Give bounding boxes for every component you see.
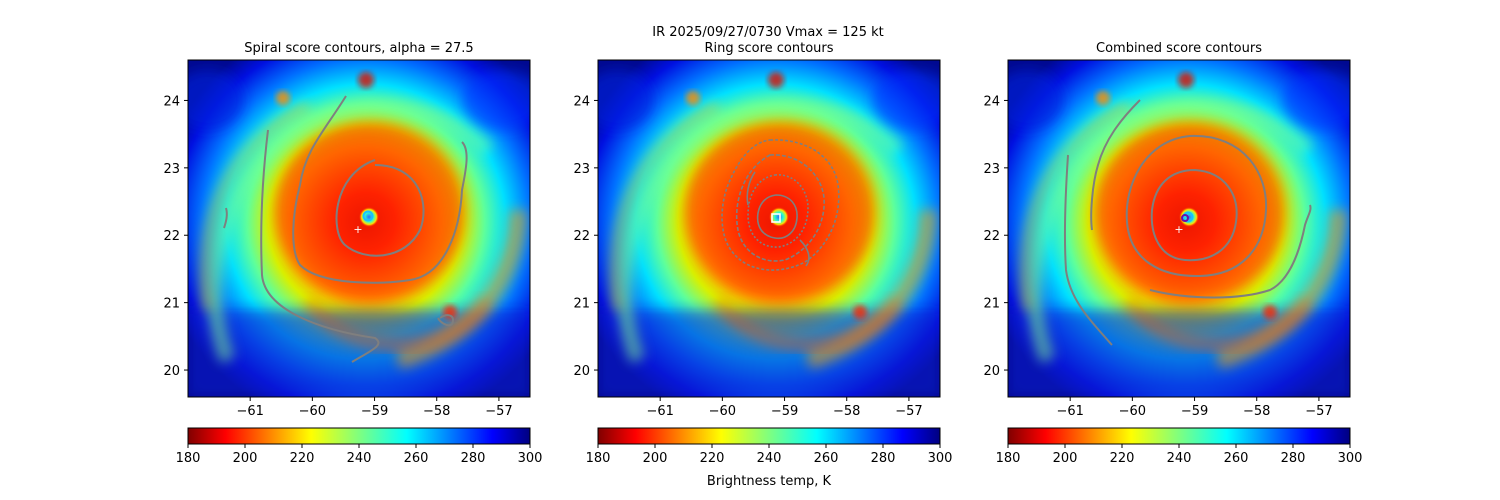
colorbar — [187, 427, 531, 445]
x-tick-label: −61 — [646, 404, 673, 419]
contour-line — [1150, 168, 1238, 262]
y-tick-label: 24 — [983, 94, 1000, 109]
x-tick-label: −61 — [1056, 404, 1083, 419]
colorbar-tick-label: 300 — [518, 451, 543, 466]
axis-ticks: −61 −60 −59 −58 −57 20 21 22 23 24 — [163, 94, 512, 419]
x-tick-label: −58 — [423, 404, 450, 419]
x-tick-label: −60 — [1119, 404, 1146, 419]
contour-line — [1125, 134, 1268, 278]
colorbar — [1007, 427, 1351, 445]
figure-title: IR 2025/09/27/0730 Vmax = 125 kt — [652, 25, 883, 40]
x-tick-label: −58 — [1243, 404, 1270, 419]
colorbar-tick-label: 240 — [1167, 451, 1192, 466]
axes-frame — [1007, 59, 1351, 398]
y-tick-label: 24 — [163, 94, 180, 109]
contour-line — [1063, 154, 1113, 346]
panel-title: Spiral score contours, alpha = 27.5 — [244, 41, 473, 56]
colorbar-tick-label: 220 — [1110, 451, 1135, 466]
panel-title: Combined score contours — [1096, 41, 1262, 56]
x-tick-label: −59 — [771, 404, 798, 419]
y-tick-label: 24 — [573, 94, 590, 109]
y-tick-label: 22 — [163, 229, 180, 244]
colorbar-tick-label: 200 — [1053, 451, 1078, 466]
contour-line — [292, 95, 468, 284]
contour-line — [223, 207, 228, 229]
contour-line — [735, 154, 825, 262]
contour-line — [437, 314, 454, 327]
colorbar-ticks: 180 200 220 240 260 280 300 — [176, 444, 543, 466]
y-tick-label: 21 — [163, 297, 180, 312]
ir-image — [583, 60, 953, 397]
colorbar-tick-label: 260 — [1224, 451, 1249, 466]
colorbar-ticks: 180 200 220 240 260 280 300 — [996, 444, 1363, 466]
colorbar-tick-label: 220 — [700, 451, 725, 466]
colorbar-tick-label: 280 — [1281, 451, 1306, 466]
colorbar-tick-label: 180 — [176, 451, 201, 466]
colorbar-tick-label: 240 — [757, 451, 782, 466]
y-tick-label: 21 — [983, 297, 1000, 312]
y-tick-label: 22 — [983, 229, 1000, 244]
y-tick-label: 21 — [573, 297, 590, 312]
storm-center-marker — [362, 210, 374, 222]
y-tick-label: 23 — [573, 162, 590, 177]
colorbar-tick-label: 240 — [347, 451, 372, 466]
axis-ticks: −61 −60 −59 −58 −57 20 21 22 23 24 — [573, 94, 922, 419]
colorbar-label: Brightness temp, K — [707, 474, 832, 489]
y-tick-label: 20 — [983, 364, 1000, 379]
colorbar-tick-label: 280 — [461, 451, 486, 466]
colorbar-tick-label: 300 — [1338, 451, 1363, 466]
x-tick-label: −60 — [299, 404, 326, 419]
axes-frame — [597, 59, 941, 398]
contour-line — [1090, 99, 1141, 231]
combined-center-marker — [1181, 214, 1189, 222]
best-track-plus-marker: + — [353, 223, 362, 236]
best-track-plus-marker: + — [1174, 223, 1183, 236]
contour-line — [746, 171, 756, 206]
panel-spiral: Spiral score contours, alpha = 27.5 −61−… — [163, 41, 543, 466]
axes-frame — [187, 59, 531, 398]
contour-line — [756, 194, 798, 240]
colorbar-ticks: 180 200 220 240 260 280 300 — [586, 444, 953, 466]
x-tick-label: −60 — [709, 404, 736, 419]
contour-line — [1149, 204, 1312, 299]
panel-combined: Combined score contours −61 −60 −59 −58 −57 2… — [983, 41, 1363, 466]
y-tick-label: 22 — [573, 229, 590, 244]
storm-center-marker — [1182, 211, 1194, 223]
x-tick-label: −61 — [236, 404, 263, 419]
colorbar-tick-label: 180 — [996, 451, 1021, 466]
colorbar-tick-label: 260 — [814, 451, 839, 466]
colorbar-tick-label: 260 — [404, 451, 429, 466]
y-tick-label: 20 — [163, 364, 180, 379]
panel-title: Ring score contours — [704, 41, 833, 56]
x-tick-label: −57 — [485, 404, 512, 419]
colorbar-tick-label: 220 — [290, 451, 315, 466]
colorbar-tick-label: 200 — [233, 451, 258, 466]
ring-score-contours — [721, 139, 840, 271]
colorbar-tick-label: 180 — [586, 451, 611, 466]
colorbar-tick-label: 280 — [871, 451, 896, 466]
ring-center-marker — [771, 213, 781, 223]
x-tick-label: −58 — [833, 404, 860, 419]
x-tick-label: −59 — [1181, 404, 1208, 419]
y-tick-label: 20 — [573, 364, 590, 379]
colorbar-tick-label: 300 — [928, 451, 953, 466]
contour-line — [335, 159, 425, 257]
x-tick-label: −57 — [895, 404, 922, 419]
spiral-score-contours — [223, 95, 468, 363]
y-tick-label: 23 — [163, 162, 180, 177]
y-tick-label: 23 — [983, 162, 1000, 177]
panel-ring: Ring score contours −61 −60 −59 −58 −57 20 21 2… — [573, 41, 953, 489]
contour-line — [260, 129, 380, 363]
colorbar — [597, 427, 941, 445]
combined-score-contours — [1063, 99, 1312, 346]
contour-line — [721, 139, 840, 271]
x-tick-label: −59 — [361, 404, 388, 419]
axis-ticks: −61 −60 −59 −58 −57 20 21 22 23 24 — [983, 94, 1332, 419]
contour-line — [747, 174, 809, 248]
contour-line — [799, 239, 810, 267]
colorbar-tick-label: 200 — [643, 451, 668, 466]
x-tick-label: −57 — [1305, 404, 1332, 419]
